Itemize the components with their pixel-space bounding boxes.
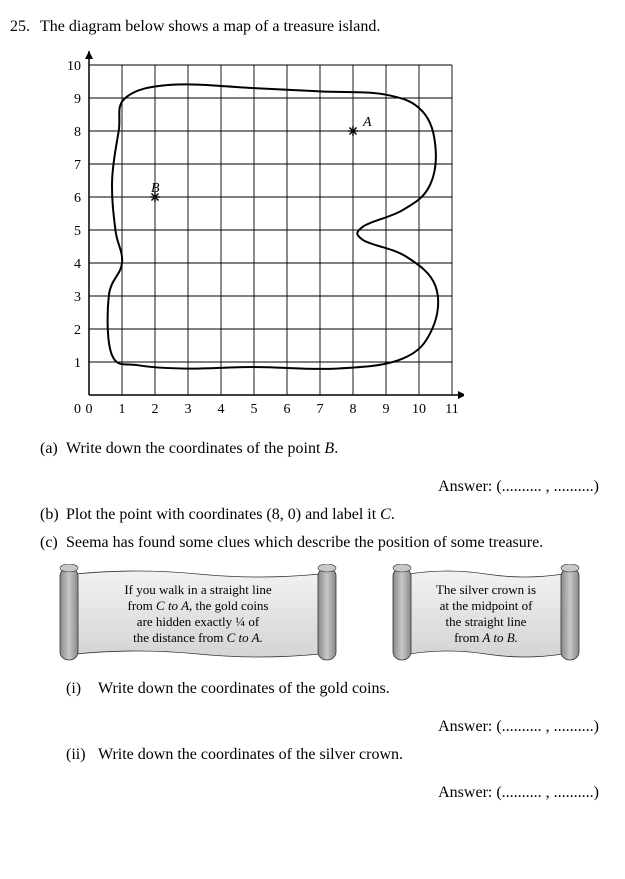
svg-text:the straight line: the straight line: [446, 614, 527, 629]
subpart-i-text: Write down the coordinates of the gold c…: [98, 680, 599, 698]
part-a-point: B: [324, 440, 334, 457]
part-a-text-before: Write down the coordinates of the point: [66, 440, 324, 457]
part-b-text: Plot the point with coordinates (8, 0) a…: [66, 506, 599, 524]
subpart-ii-answer: Answer: (.......... , ..........): [10, 784, 599, 802]
question-number: 25.: [10, 18, 40, 36]
graph-container: 01234567891011123456789100xyAB: [44, 50, 599, 430]
svg-text:at the midpoint of: at the midpoint of: [440, 598, 533, 613]
part-c-text: Seema has found some clues which describ…: [66, 534, 599, 552]
svg-text:1: 1: [119, 402, 126, 417]
svg-text:B: B: [151, 181, 160, 196]
svg-text:5: 5: [251, 402, 258, 417]
svg-text:from C to A, the gold coins: from C to A, the gold coins: [127, 598, 268, 613]
svg-text:0: 0: [86, 402, 93, 417]
svg-text:1: 1: [74, 356, 81, 371]
svg-text:7: 7: [74, 158, 81, 173]
svg-text:are hidden exactly ¼ of: are hidden exactly ¼ of: [137, 614, 260, 629]
svg-text:A: A: [362, 115, 372, 130]
svg-text:4: 4: [74, 257, 81, 272]
part-b-point: C: [380, 506, 391, 523]
subpart-ii-label: (ii): [66, 746, 98, 764]
svg-text:11: 11: [445, 402, 458, 417]
svg-text:5: 5: [74, 224, 81, 239]
subpart-i-label: (i): [66, 680, 98, 698]
svg-text:9: 9: [383, 402, 390, 417]
svg-text:7: 7: [317, 402, 324, 417]
svg-text:the distance from C to A.: the distance from C to A.: [133, 630, 263, 645]
svg-text:4: 4: [218, 402, 225, 417]
svg-text:8: 8: [350, 402, 357, 417]
subpart-ii: (ii) Write down the coordinates of the s…: [66, 746, 599, 764]
subpart-ii-text: Write down the coordinates of the silver…: [98, 746, 599, 764]
exam-page: 25. The diagram below shows a map of a t…: [0, 0, 625, 879]
svg-text:9: 9: [74, 92, 81, 107]
svg-text:6: 6: [74, 191, 81, 206]
question-header: 25. The diagram below shows a map of a t…: [10, 18, 599, 36]
part-a: (a) Write down the coordinates of the po…: [40, 440, 599, 458]
svg-text:10: 10: [67, 59, 81, 74]
question-intro: The diagram below shows a map of a treas…: [40, 18, 599, 36]
part-a-text-after: .: [334, 440, 338, 457]
svg-text:3: 3: [185, 402, 192, 417]
svg-text:0: 0: [74, 402, 81, 417]
svg-text:The silver crown is: The silver crown is: [436, 582, 536, 597]
svg-text:8: 8: [74, 125, 81, 140]
clue-scroll-right: The silver crown isat the midpoint ofthe…: [391, 564, 581, 664]
svg-text:from A to B.: from A to B.: [454, 630, 518, 645]
svg-text:If you walk in a straight line: If you walk in a straight line: [124, 582, 272, 597]
part-b-text-after: .: [391, 506, 395, 523]
treasure-map-graph: 01234567891011123456789100xyAB: [44, 50, 464, 430]
part-b-text-before: Plot the point with coordinates (8, 0) a…: [66, 506, 380, 523]
part-c: (c) Seema has found some clues which des…: [40, 534, 599, 552]
svg-text:6: 6: [284, 402, 291, 417]
part-b: (b) Plot the point with coordinates (8, …: [40, 506, 599, 524]
clue-scrolls: If you walk in a straight linefrom C to …: [40, 564, 599, 664]
svg-text:2: 2: [152, 402, 159, 417]
svg-text:2: 2: [74, 323, 81, 338]
part-c-label: (c): [40, 534, 66, 552]
part-a-text: Write down the coordinates of the point …: [66, 440, 599, 458]
clue-scroll-left: If you walk in a straight linefrom C to …: [58, 564, 338, 664]
part-a-answer: Answer: (.......... , ..........): [10, 478, 599, 496]
part-b-label: (b): [40, 506, 66, 524]
svg-text:3: 3: [74, 290, 81, 305]
subpart-i-answer: Answer: (.......... , ..........): [10, 718, 599, 736]
part-a-label: (a): [40, 440, 66, 458]
subpart-i: (i) Write down the coordinates of the go…: [66, 680, 599, 698]
svg-text:y: y: [79, 50, 88, 51]
svg-text:10: 10: [412, 402, 426, 417]
